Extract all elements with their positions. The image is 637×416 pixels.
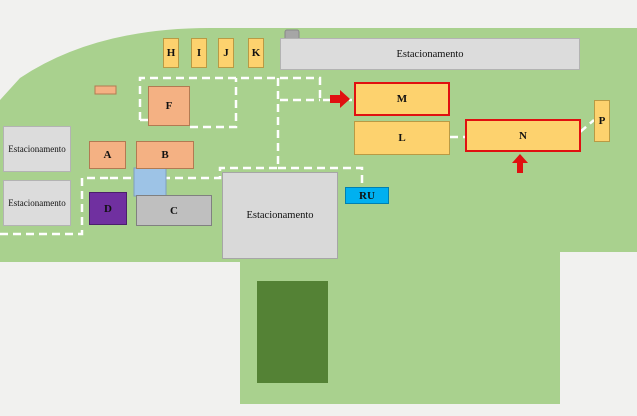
building-d: D xyxy=(89,192,127,225)
parking-top: Estacionamento xyxy=(280,38,580,70)
connector-block xyxy=(133,167,167,197)
building-l: L xyxy=(354,121,450,155)
right-arrow-icon xyxy=(330,90,350,108)
building-c: C xyxy=(136,195,212,226)
building-f: F xyxy=(148,86,190,126)
sports-field xyxy=(257,281,328,383)
building-ru: RU xyxy=(345,187,389,204)
up-arrow-icon xyxy=(512,154,528,173)
building-a: A xyxy=(89,141,126,169)
building-j: J xyxy=(218,38,234,68)
building-n: N xyxy=(465,119,581,152)
parking-left-lower: Estacionamento xyxy=(3,180,71,226)
building-m: M xyxy=(354,82,450,116)
parking-center: Estacionamento xyxy=(222,172,338,259)
parking-left-upper: Estacionamento xyxy=(3,126,71,172)
building-k: K xyxy=(248,38,264,68)
building-h: H xyxy=(163,38,179,68)
building-i: I xyxy=(191,38,207,68)
building-p: P xyxy=(594,100,610,142)
building-b: B xyxy=(136,141,194,169)
small-structure-orange xyxy=(94,85,117,95)
